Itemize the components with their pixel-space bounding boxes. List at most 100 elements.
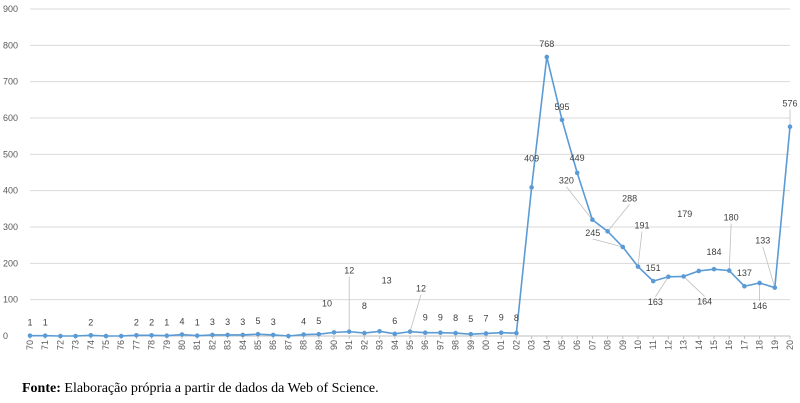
data-label: 5: [255, 316, 260, 326]
data-label: 184: [706, 247, 721, 257]
x-tick-label: 2009: [618, 340, 628, 350]
x-tick-label: 1991: [344, 340, 354, 350]
data-label: 409: [524, 153, 539, 163]
x-tick-label: 1975: [101, 340, 111, 350]
data-label: 137: [737, 268, 752, 278]
data-point: [286, 333, 291, 339]
y-tick-label: 100: [3, 295, 18, 305]
data-label: 288: [622, 193, 637, 203]
data-point: [529, 185, 534, 190]
x-tick-label: 2012: [663, 340, 673, 350]
x-axis: 1970 1971 1972 1973 1974 1975 1976 1977 1978 1979…: [25, 336, 795, 350]
x-tick-label: 1994: [390, 340, 400, 350]
x-tick-label: 2014: [694, 340, 704, 350]
y-tick-label: 700: [3, 77, 18, 87]
data-point: [134, 332, 139, 338]
data-label: 12: [344, 266, 354, 276]
data-label: 4: [301, 317, 306, 327]
x-tick-label: 2017: [739, 340, 749, 350]
data-label: 245: [585, 228, 600, 238]
data-point: [483, 331, 489, 336]
data-point: [498, 330, 504, 336]
y-axis: 0 100 200 300 400 500 600 700 800 900: [3, 4, 18, 341]
x-tick-label: 2002: [511, 340, 521, 350]
data-point: [742, 283, 747, 289]
data-label: 191: [634, 221, 649, 231]
data-point: [179, 332, 185, 337]
data-point: [620, 244, 626, 250]
data-point: [270, 332, 276, 338]
data-point: [255, 331, 261, 337]
x-tick-label: 1977: [131, 340, 141, 350]
x-tick-label: 2006: [572, 340, 582, 350]
x-tick-label: 2008: [603, 340, 613, 350]
data-point: [453, 330, 458, 336]
data-point: [696, 268, 702, 274]
data-label: 2: [149, 317, 154, 327]
data-label: 12: [416, 284, 426, 294]
data-label: 3: [240, 317, 245, 327]
data-label: 449: [570, 153, 585, 163]
x-tick-label: 2015: [709, 340, 719, 350]
label-leader: [728, 223, 732, 271]
data-label: 9: [423, 313, 428, 323]
x-tick-label: 1993: [375, 340, 385, 350]
data-label: 6: [392, 316, 397, 326]
y-tick-label: 900: [3, 4, 18, 14]
source-caption: Fonte: Elaboração própria a partir de da…: [22, 381, 379, 397]
data-point: [559, 117, 565, 123]
x-tick-label: 1984: [238, 340, 248, 350]
label-leader: [607, 204, 630, 232]
x-tick-label: 2010: [633, 340, 643, 350]
data-point: [377, 328, 382, 334]
data-label: 1: [43, 318, 48, 328]
x-tick-label: 2007: [587, 340, 597, 350]
x-tick-label: 1980: [177, 340, 187, 350]
data-label: 10: [322, 298, 332, 308]
data-label: 164: [697, 296, 712, 306]
data-label: 8: [362, 301, 367, 311]
data-label: 768: [539, 39, 554, 49]
data-label: 3: [271, 317, 276, 327]
label-leader: [566, 186, 593, 220]
data-label: 320: [559, 176, 574, 186]
data-point: [27, 333, 33, 338]
data-label: 179: [677, 209, 692, 219]
data-point: [194, 333, 200, 338]
data-point: [149, 332, 154, 338]
data-point: [210, 332, 215, 338]
data-point: [438, 330, 443, 336]
data-label: 3: [225, 317, 230, 327]
y-tick-label: 200: [3, 258, 18, 268]
data-point: [118, 333, 124, 339]
data-label: 8: [514, 313, 519, 323]
y-tick-label: 600: [3, 113, 18, 123]
caption-bold: Fonte:: [22, 381, 61, 396]
data-label: 1: [164, 318, 169, 328]
x-tick-label: 2018: [755, 340, 765, 350]
x-tick-label: 1999: [466, 340, 476, 350]
data-point: [225, 332, 230, 338]
x-tick-label: 1974: [86, 340, 96, 350]
y-tick-label: 0: [3, 331, 8, 341]
x-tick-label: 1983: [223, 340, 233, 350]
x-tick-label: 2004: [542, 340, 552, 350]
x-tick-label: 1976: [116, 340, 126, 350]
data-label: 576: [782, 99, 797, 109]
data-label: 2: [134, 317, 139, 327]
data-label: 13: [382, 275, 392, 285]
x-tick-label: 1989: [314, 340, 324, 350]
data-point: [73, 333, 78, 339]
data-points: [27, 54, 793, 339]
data-point: [544, 54, 550, 60]
data-label: 9: [438, 313, 443, 323]
data-point: [316, 331, 322, 337]
data-point: [726, 268, 732, 273]
label-leader: [592, 238, 623, 248]
data-point: [590, 217, 595, 223]
x-tick-label: 2001: [496, 340, 506, 350]
y-tick-label: 800: [3, 40, 18, 50]
data-point: [164, 333, 170, 338]
data-point: [681, 274, 686, 279]
